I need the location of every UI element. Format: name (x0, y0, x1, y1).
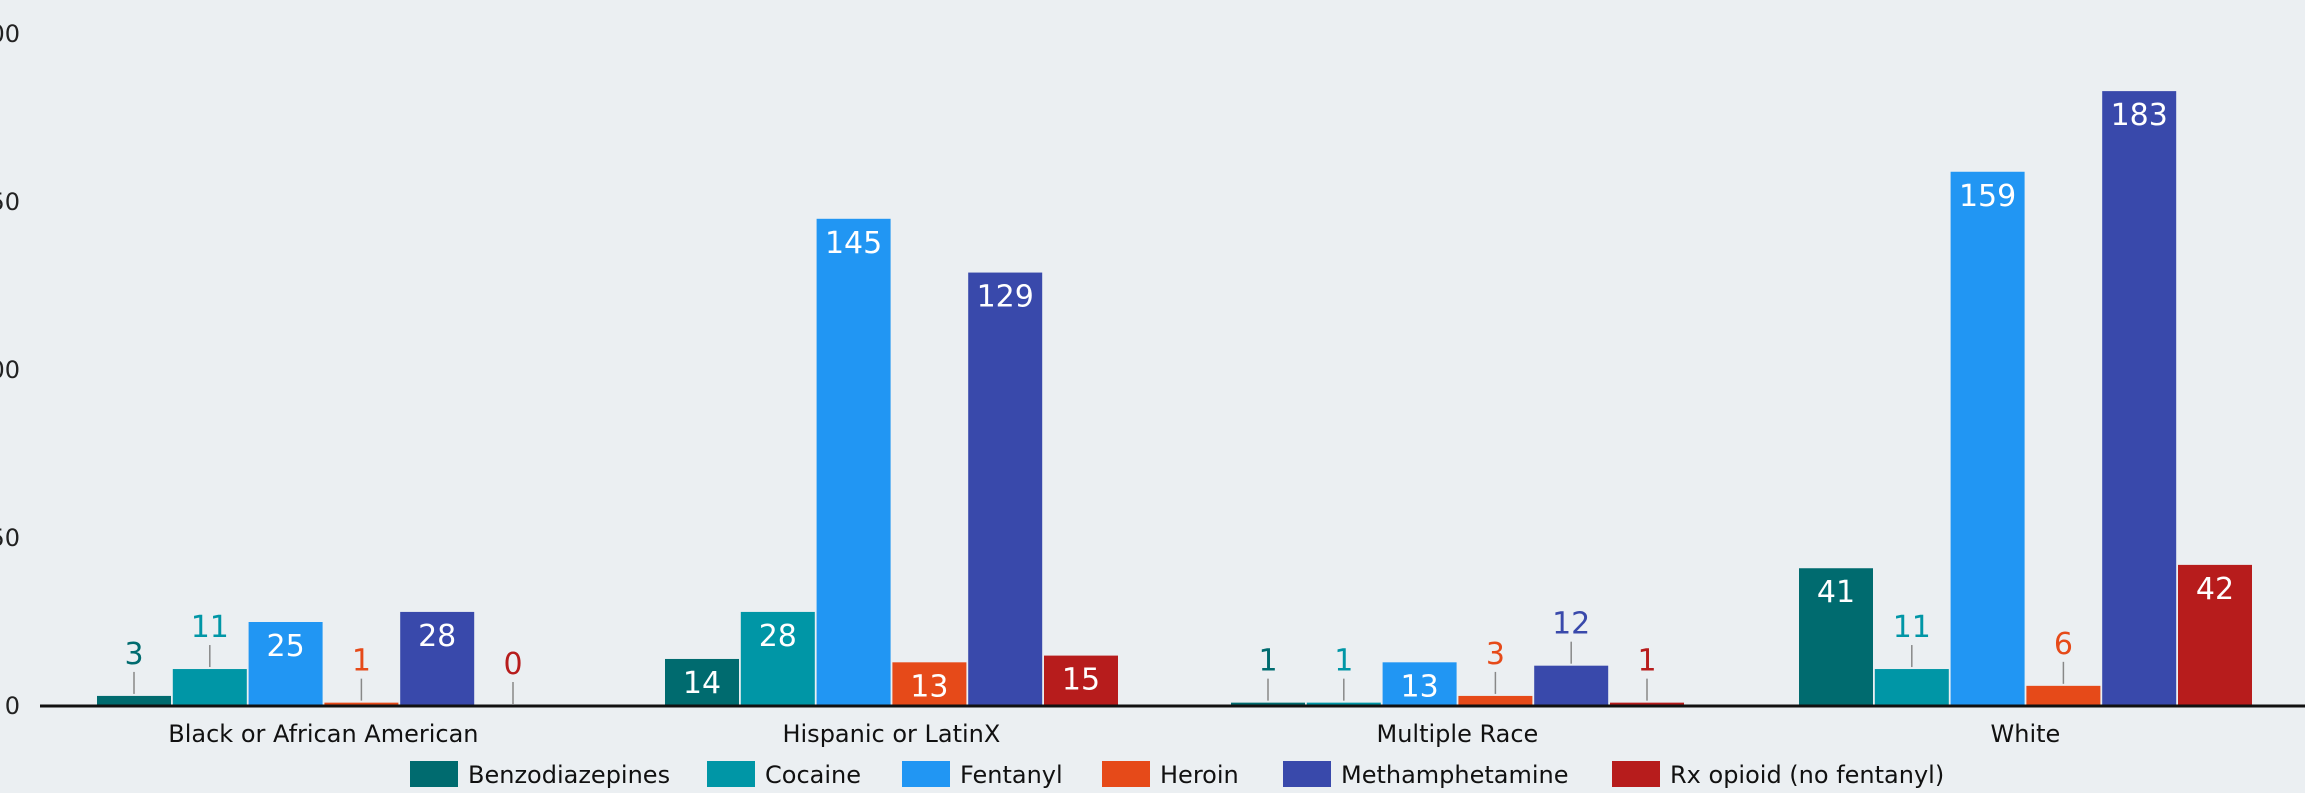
bar-value-label: 159 (1959, 179, 2016, 214)
bar-value-label: 145 (825, 226, 882, 261)
bar-value-label: 129 (977, 280, 1034, 315)
legend-swatch (1283, 761, 1331, 787)
bar-value-label: 3 (124, 637, 143, 672)
bar-value-label: 6 (2054, 627, 2073, 662)
bar (1534, 665, 1609, 706)
bar-value-label: 11 (1893, 610, 1931, 645)
bar (1458, 695, 1533, 706)
bar (1950, 171, 2025, 706)
bar-value-label: 1 (352, 644, 371, 679)
bar (2102, 91, 2177, 707)
bar-value-label: 1 (1637, 644, 1656, 679)
bar-value-label: 41 (1817, 575, 1855, 610)
bar (1306, 702, 1381, 706)
y-tick-label: 100 (0, 356, 20, 384)
bar (968, 272, 1043, 706)
bar (324, 702, 399, 706)
legend-swatch (1612, 761, 1660, 787)
bar (248, 622, 323, 706)
y-axis-ticks: 0 50 100 150 200 (0, 20, 20, 720)
bar (1874, 669, 1949, 706)
legend-label: Cocaine (765, 761, 861, 789)
legend-label: Fentanyl (960, 761, 1063, 789)
legend: Benzodiazepines Cocaine Fentanyl Heroin Meth… (410, 761, 1944, 789)
legend-label: Methamphetamine (1341, 761, 1569, 789)
bar-value-label: 1 (1258, 644, 1277, 679)
legend-swatch (1102, 761, 1150, 787)
y-tick-label: 150 (0, 188, 20, 216)
bar (816, 218, 891, 707)
bar-value-label: 28 (759, 619, 797, 654)
bar-value-label: 42 (2196, 572, 2234, 607)
bar (1231, 702, 1305, 706)
category-labels: Black or African American Hispanic or Lat… (168, 720, 2060, 748)
bar (2026, 685, 2101, 706)
bar (2178, 564, 2252, 706)
bars (97, 91, 2252, 707)
bar (892, 662, 967, 706)
legend-label: Rx opioid (no fentanyl) (1670, 761, 1944, 789)
legend-label: Heroin (1160, 761, 1239, 789)
bar (1044, 655, 1118, 706)
bar-value-label: 12 (1552, 607, 1590, 642)
category-label: Multiple Race (1377, 720, 1539, 748)
bar (740, 611, 815, 706)
bar-value-label: 11 (191, 610, 229, 645)
legend-label: Benzodiazepines (468, 761, 670, 789)
bar-value-label: 25 (267, 629, 305, 664)
category-label: Hispanic or LatinX (782, 720, 1000, 748)
bar-value-label: 14 (683, 666, 721, 701)
bar (400, 611, 475, 706)
bar (172, 669, 247, 706)
bar-value-label: 15 (1062, 663, 1100, 698)
bar-value-label: 13 (1401, 669, 1439, 704)
category-label: White (1991, 720, 2061, 748)
legend-swatch (410, 761, 458, 787)
bar-value-label: 183 (2111, 98, 2168, 133)
category-label: Black or African American (168, 720, 478, 748)
bar (665, 658, 739, 706)
bar (1799, 568, 1873, 706)
bar (1382, 662, 1457, 706)
bar (1610, 702, 1684, 706)
bar (97, 695, 171, 706)
y-tick-label: 200 (0, 20, 20, 48)
bar-value-label: 28 (418, 619, 456, 654)
bar-value-label: 1 (1334, 644, 1353, 679)
bar-value-label: 3 (1486, 637, 1505, 672)
legend-swatch (902, 761, 950, 787)
y-tick-label: 0 (5, 692, 20, 720)
bar-value-label: 13 (910, 669, 948, 704)
bar-value-label: 0 (503, 647, 522, 682)
y-tick-label: 50 (0, 524, 20, 552)
legend-swatch (707, 761, 755, 787)
